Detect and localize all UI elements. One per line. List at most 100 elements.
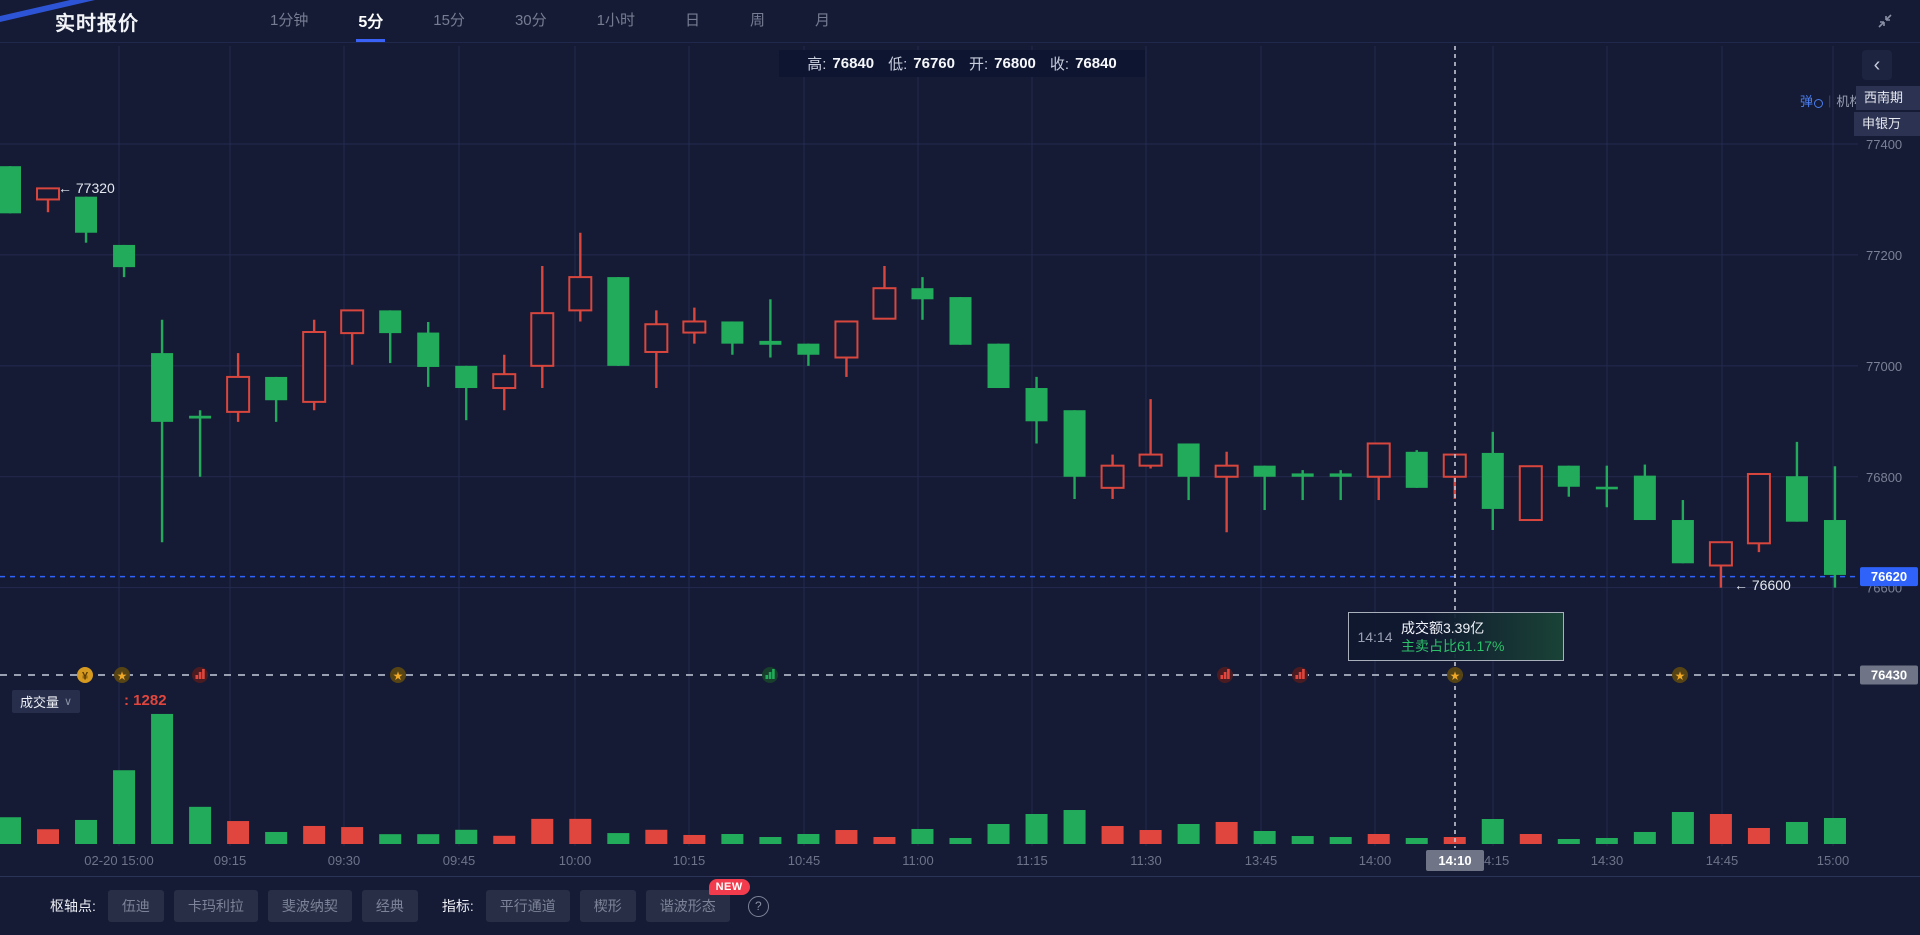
candle-body-up (872, 287, 897, 320)
shrink-button[interactable] (1872, 8, 1898, 34)
help-icon[interactable]: ? (747, 895, 769, 917)
low-price-annotation: ← 76600 (1734, 577, 1791, 593)
volume-bar (569, 818, 592, 844)
institution-toggle[interactable]: 机构 (1836, 93, 1863, 109)
volume-bar (1253, 830, 1276, 844)
indicator-button-2[interactable]: 谐波形态 NEW (645, 879, 750, 922)
price-axis-label: 77200 (1866, 248, 1902, 263)
tab-interval-7[interactable]: 月 (815, 12, 831, 29)
star-marker-icon[interactable]: ★ (1447, 667, 1463, 683)
candle-body-down (1025, 388, 1048, 422)
candle-body-up (492, 373, 517, 390)
volume-bar (1139, 830, 1162, 844)
time-axis-label: 02-20 15:00 (84, 853, 153, 868)
star-marker-icon[interactable]: ★ (390, 667, 406, 683)
tab-interval-4[interactable]: 1小时 (596, 12, 635, 29)
volume-bar (1595, 837, 1618, 844)
volume-bar (1557, 839, 1580, 844)
svg-text:¥: ¥ (82, 671, 89, 683)
coin-marker-icon[interactable]: ¥ (77, 667, 93, 683)
candlestick-chart[interactable]: 02-20 15:00 09:15 09:30 09:45 10:00 10:15 10:4… (0, 0, 1920, 875)
candle-body-down (0, 166, 21, 214)
danmaku-toggle[interactable]: 弹 (1800, 91, 1824, 110)
volume-bar (835, 830, 858, 844)
volume-bar (0, 817, 21, 844)
star-marker-icon[interactable]: ★ (114, 667, 130, 683)
collapse-panel-button[interactable]: ‹ (1862, 50, 1892, 80)
tab-interval-6[interactable]: 周 (749, 12, 765, 29)
ohlc-value-1: 76760 (913, 55, 955, 72)
ohlc-label-2: 开: (969, 56, 989, 73)
candle-body-up (1366, 442, 1391, 478)
candle-body-down (1481, 452, 1504, 509)
candle-body-down (417, 332, 440, 367)
divider: | (1828, 92, 1832, 108)
volume-bar (1177, 824, 1200, 844)
volume-bar (1329, 837, 1352, 844)
indicator-button-0[interactable]: 平行通道 (485, 890, 570, 922)
time-axis-label: 14:00 (1359, 853, 1392, 868)
svg-text:★: ★ (117, 669, 128, 683)
current-price-badge-text: 76620 (1871, 569, 1907, 584)
candle-body-down (1291, 473, 1314, 477)
star-marker-icon[interactable]: ★ (1672, 667, 1688, 683)
volume-bar (759, 837, 782, 844)
candle-body-down (949, 297, 972, 345)
volume-bar (1823, 817, 1846, 844)
volume-bar (1367, 834, 1390, 844)
volume-bar (151, 713, 174, 844)
ohlc-value-3: 76840 (1075, 55, 1117, 72)
volume-bar (1215, 821, 1238, 844)
chart-red-marker-icon[interactable] (1292, 667, 1308, 683)
candle-body-down (911, 288, 934, 300)
candle-body-up (1746, 472, 1771, 545)
pivot-button-0[interactable]: 伍迪 (107, 890, 164, 922)
candle-body-down (1785, 476, 1808, 522)
candle-body-up (644, 323, 669, 353)
ohlc-label-1: 低: (888, 56, 908, 73)
chart-green-marker-icon[interactable] (762, 667, 778, 683)
tab-interval-1[interactable]: 5分 (356, 0, 386, 42)
pivot-buttons: 伍迪 卡玛利拉 斐波纳契 经典 (107, 890, 428, 922)
pivot-label: 枢轴点: (50, 898, 96, 914)
broker-chip-2[interactable]: 申银万 (1854, 112, 1920, 136)
tooltip-turnover: 成交额3.39亿 (1401, 619, 1485, 636)
ohlc-value-2: 76800 (994, 55, 1036, 72)
volume-bar (1709, 814, 1732, 844)
svg-text:★: ★ (1450, 669, 1461, 683)
candle-body-down (189, 415, 212, 419)
volume-bar (113, 770, 136, 844)
candle-body-up (682, 320, 707, 334)
volume-bar (37, 829, 60, 844)
volume-bar (379, 834, 402, 844)
volume-indicator-dropdown[interactable]: 成交量 ∨ (12, 690, 81, 713)
chart-red-marker-icon[interactable] (192, 667, 208, 683)
time-axis-label: 10:00 (559, 853, 592, 868)
candle-body-down (1823, 520, 1846, 575)
time-axis-label: 11:30 (1130, 853, 1162, 868)
volume-bar (721, 834, 744, 844)
candle-body-up (530, 312, 555, 367)
volume-bar (341, 827, 364, 844)
tab-interval-2[interactable]: 15分 (433, 12, 465, 29)
broker-chip-1[interactable]: 西南期 (1856, 86, 1920, 110)
tab-interval-5[interactable]: 日 (684, 12, 700, 29)
time-axis-label: 11:15 (1016, 853, 1048, 868)
chevron-down-icon: ∨ (64, 696, 73, 708)
indicator-button-1[interactable]: 楔形 (579, 890, 636, 922)
pivot-button-3[interactable]: 经典 (361, 890, 418, 922)
volume-bar (1025, 814, 1048, 844)
volume-label: 成交量 (20, 695, 60, 710)
candle-body-down (1405, 451, 1428, 488)
tab-interval-3[interactable]: 30分 (514, 12, 547, 29)
tab-interval-0[interactable]: 1分钟 (270, 12, 309, 29)
volume-bar (797, 834, 820, 844)
pivot-button-2[interactable]: 斐波纳契 (267, 890, 352, 922)
pivot-button-1[interactable]: 卡玛利拉 (173, 890, 258, 922)
candle-body-down (1633, 475, 1656, 521)
volume-bar (1101, 826, 1124, 844)
volume-bar (1671, 812, 1694, 844)
chart-red-marker-icon[interactable] (1217, 667, 1233, 683)
time-axis-label: 14:45 (1706, 853, 1739, 868)
